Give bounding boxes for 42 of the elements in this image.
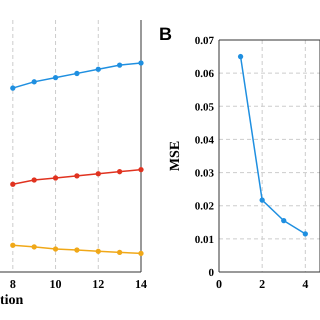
x-tick-label: 2	[259, 277, 266, 291]
point	[32, 177, 37, 183]
point	[116, 250, 122, 255]
point	[260, 197, 265, 203]
point	[96, 171, 101, 176]
y-tick-label: 0.04	[194, 134, 214, 146]
point	[10, 85, 16, 91]
point	[10, 182, 16, 187]
point	[52, 175, 58, 181]
point	[138, 250, 144, 256]
x-tick-label: 12	[92, 277, 104, 291]
point	[116, 62, 122, 68]
point	[74, 173, 80, 178]
point	[281, 218, 286, 224]
x-tick-label: 10	[50, 277, 62, 291]
x-tick-label: 4	[302, 277, 308, 291]
point	[10, 242, 16, 248]
point	[238, 54, 244, 60]
point	[74, 70, 80, 76]
x-tick-label: 8	[10, 277, 16, 291]
point	[52, 246, 58, 252]
point	[32, 79, 37, 84]
x-axis-title: tion	[0, 293, 24, 308]
point	[96, 248, 101, 254]
point	[138, 60, 144, 66]
y-axis-title: MSE	[168, 140, 183, 172]
y-tick-label: 0.07	[194, 35, 214, 47]
y-tick-label: 0.05	[194, 101, 214, 114]
point	[32, 244, 37, 250]
y-tick-label: 0.06	[194, 68, 214, 80]
y-tick-label: 0.02	[194, 200, 214, 213]
point	[138, 166, 144, 172]
point	[96, 66, 101, 72]
y-tick-label: 0.03	[194, 168, 214, 180]
point	[52, 74, 58, 80]
point	[116, 169, 122, 174]
y-tick-label: 0	[208, 267, 214, 279]
chart-title: B	[159, 24, 172, 44]
point	[74, 247, 80, 253]
x-tick-label: 14	[135, 277, 147, 291]
point	[302, 231, 308, 237]
y-tick-label: 0.01	[194, 234, 214, 246]
